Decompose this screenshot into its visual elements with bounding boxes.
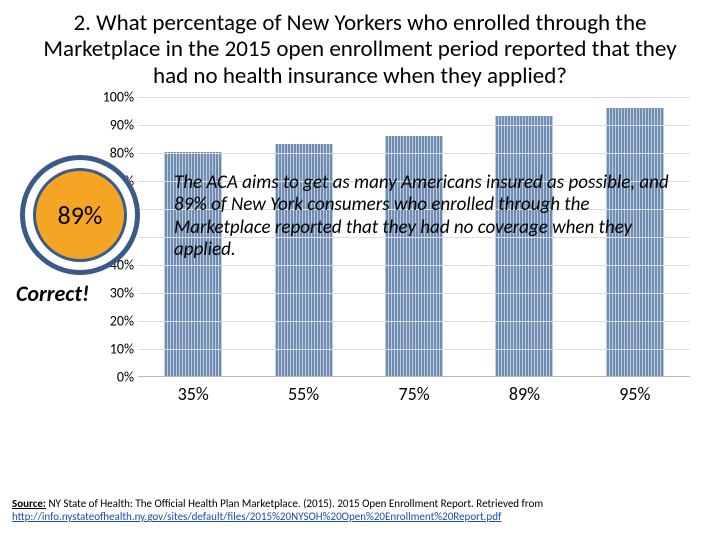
answer-badge: 89% xyxy=(20,155,140,275)
x-label: 75% xyxy=(359,383,469,405)
x-label: 89% xyxy=(469,383,579,405)
source-link[interactable]: http://info.nystateofhealth.ny.gov/sites… xyxy=(12,510,501,523)
y-tick: 0% xyxy=(88,369,134,386)
x-axis-labels: 35%55%75%89%95% xyxy=(138,383,690,405)
explanation-text: The ACA aims to get as many Americans in… xyxy=(174,172,684,262)
source-text: NY State of Health: The Official Health … xyxy=(46,497,543,510)
y-tick: 30% xyxy=(88,285,134,302)
gridline xyxy=(138,97,690,98)
gridline xyxy=(138,349,690,350)
badge-status: Correct! xyxy=(16,280,89,307)
question-title: 2. What percentage of New Yorkers who en… xyxy=(30,10,690,97)
y-tick: 90% xyxy=(88,117,134,134)
slide: 2. What percentage of New Yorkers who en… xyxy=(0,0,720,540)
y-tick: 20% xyxy=(88,313,134,330)
x-label: 55% xyxy=(248,383,358,405)
source-citation: Source: NY State of Health: The Official… xyxy=(12,497,700,525)
gridline xyxy=(138,125,690,126)
x-label: 35% xyxy=(138,383,248,405)
gridline xyxy=(138,265,690,266)
gridline xyxy=(138,293,690,294)
gridline xyxy=(138,321,690,322)
source-label: Source: xyxy=(12,497,46,510)
gridline xyxy=(138,153,690,154)
y-tick: 100% xyxy=(88,89,134,106)
y-tick: 10% xyxy=(88,341,134,358)
badge-dashed-ring xyxy=(22,157,138,273)
x-label: 95% xyxy=(580,383,690,405)
